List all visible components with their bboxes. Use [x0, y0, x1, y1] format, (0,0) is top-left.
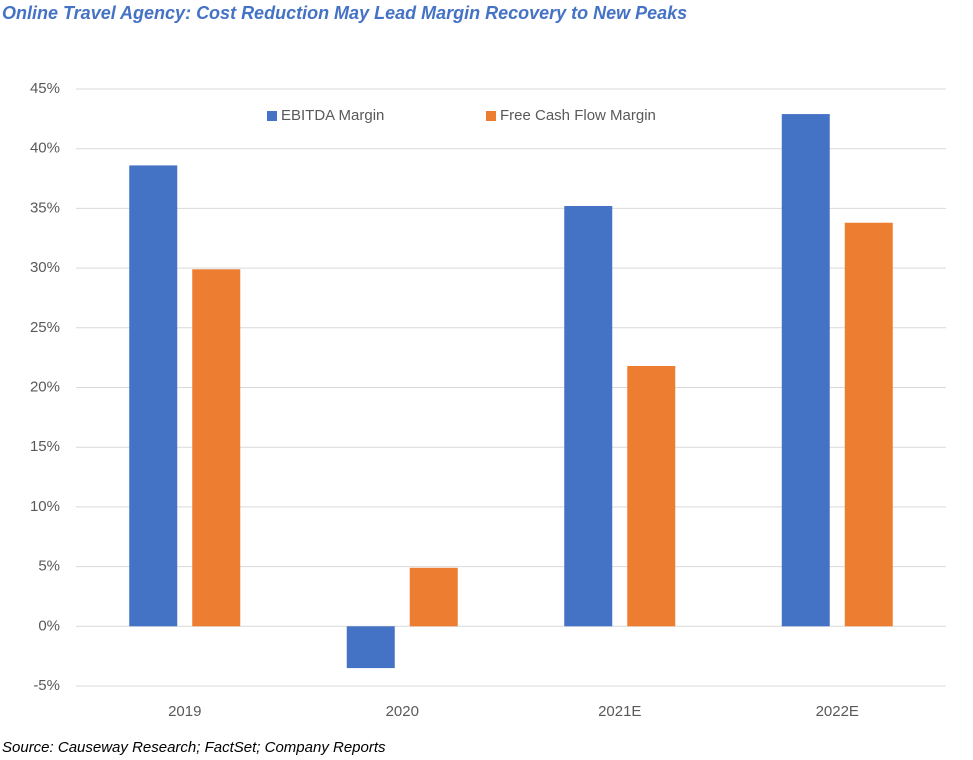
- bar: [781, 114, 830, 627]
- y-tick-label: 30%: [30, 259, 60, 276]
- x-tick-label: 2022E: [816, 703, 859, 720]
- legend-swatch: [267, 111, 277, 121]
- bar: [129, 165, 178, 627]
- y-tick-label: 25%: [30, 319, 60, 336]
- x-tick-label: 2021E: [598, 703, 641, 720]
- y-tick-label: 40%: [30, 140, 60, 157]
- y-tick-label: -5%: [33, 677, 60, 694]
- legend-label: Free Cash Flow Margin: [500, 107, 656, 124]
- chart-title: Online Travel Agency: Cost Reduction May…: [2, 3, 687, 23]
- bar: [627, 366, 676, 627]
- y-tick-label: 15%: [30, 438, 60, 455]
- y-tick-label: 10%: [30, 498, 60, 515]
- y-tick-label: 20%: [30, 378, 60, 395]
- bar: [409, 567, 458, 627]
- y-tick-label: 0%: [38, 617, 60, 634]
- x-tick-label: 2019: [168, 703, 201, 720]
- y-tick-label: 5%: [38, 558, 60, 575]
- bar: [564, 206, 613, 627]
- bar: [192, 269, 241, 627]
- legend-label: EBITDA Margin: [281, 107, 384, 124]
- y-tick-label: 45%: [30, 80, 60, 97]
- bar: [346, 626, 395, 669]
- legend-swatch: [486, 111, 496, 121]
- bar: [844, 222, 893, 627]
- x-tick-label: 2020: [386, 703, 419, 720]
- source-note: Source: Causeway Research; FactSet; Comp…: [2, 739, 386, 756]
- y-tick-label: 35%: [30, 199, 60, 216]
